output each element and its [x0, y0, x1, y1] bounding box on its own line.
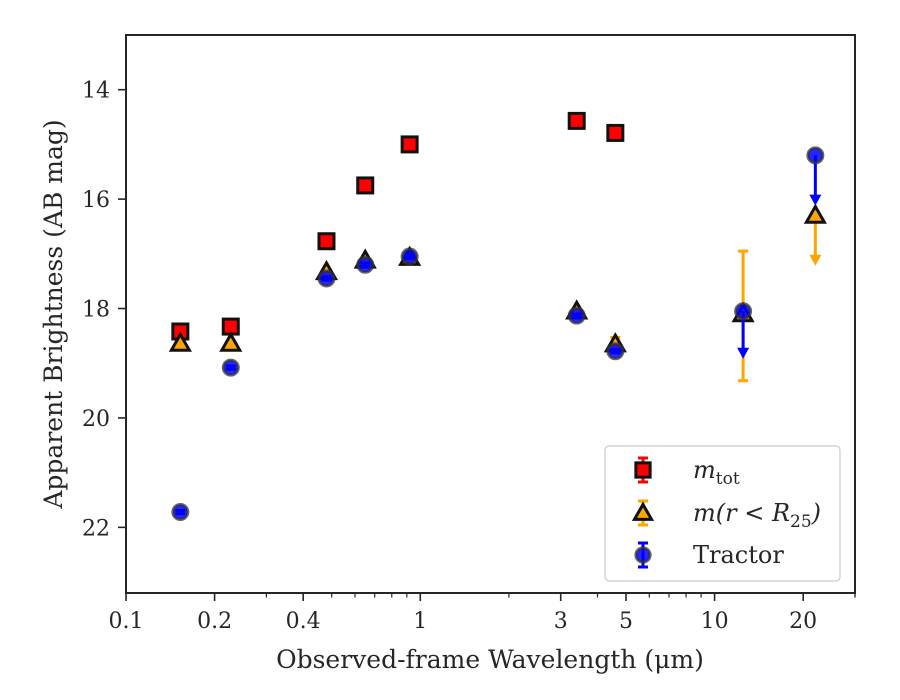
y-tick-label: 20: [82, 407, 110, 432]
circle-marker: [634, 546, 652, 564]
legend-entry: m(r < R25): [631, 499, 821, 532]
legend-entry: mtot: [634, 456, 740, 489]
square-marker: [606, 123, 625, 142]
data-point: [356, 176, 375, 195]
square-marker: [567, 111, 586, 130]
data-marks: [168, 111, 827, 522]
x-axis-title: Observed-frame Wavelength (μm): [276, 645, 704, 674]
x-tick-label: 0.2: [197, 609, 232, 634]
circle-marker: [806, 146, 825, 165]
plot-frame: [125, 34, 856, 594]
triangle-marker: [803, 203, 827, 224]
data-point: [567, 111, 586, 130]
upper-limit-arrow: [737, 347, 750, 359]
circle-marker: [171, 503, 190, 522]
upper-limit-arrow: [809, 194, 822, 206]
data-point: [219, 331, 243, 352]
legend-label: m(r < R25): [693, 499, 821, 532]
data-point: [806, 146, 825, 206]
circle-marker: [567, 306, 586, 325]
data-point: [734, 302, 753, 359]
data-point: [221, 358, 240, 377]
data-point: [317, 232, 336, 251]
legend-label: mtot: [693, 456, 740, 489]
y-tick-label: 14: [82, 79, 110, 104]
square-marker: [634, 461, 652, 479]
x-tick-label: 3: [554, 609, 568, 634]
series-triangle: [168, 203, 827, 383]
y-tick-label: 18: [82, 298, 110, 323]
triangle-marker: [219, 331, 243, 352]
data-point: [606, 342, 625, 361]
x-tick-label: 0.4: [286, 609, 321, 634]
legend-label: Tractor: [693, 541, 784, 569]
square-marker: [400, 135, 419, 154]
axis-ticks: 0.1 0.2 0.4 1 3 5 10 20 14 16 18 20 22: [82, 79, 856, 634]
series-square: [171, 111, 625, 341]
x-tick-label: 1: [413, 609, 427, 634]
data-point: [606, 123, 625, 142]
data-point: [567, 306, 586, 325]
data-point: [168, 331, 192, 352]
data-point: [400, 247, 419, 266]
x-tick-label: 20: [789, 609, 817, 634]
y-tick-label: 22: [82, 516, 110, 541]
circle-marker: [317, 269, 336, 288]
data-point: [400, 135, 419, 154]
legend-entry: Tractor: [634, 541, 784, 569]
legend: mtot m(r < R25) Tractor: [604, 445, 841, 582]
circle-marker: [356, 255, 375, 274]
circle-marker: [221, 358, 240, 377]
square-marker: [356, 176, 375, 195]
upper-limit-arrow: [809, 254, 822, 266]
legend-box: [604, 445, 841, 582]
series-circle: [171, 146, 825, 522]
data-point: [221, 317, 240, 336]
circle-marker: [606, 342, 625, 361]
y-axis-title: Apparent Brightness (AB mag): [39, 119, 68, 509]
triangle-marker: [631, 501, 655, 521]
data-point: [803, 203, 827, 266]
x-tick-label: 0.1: [109, 609, 144, 634]
y-tick-label: 16: [82, 188, 110, 213]
data-point: [171, 503, 190, 522]
data-point: [317, 269, 336, 288]
x-tick-label: 10: [701, 609, 729, 634]
data-point: [356, 255, 375, 274]
circle-marker: [734, 302, 753, 321]
square-marker: [317, 232, 336, 251]
circle-marker: [400, 247, 419, 266]
x-tick-label: 5: [619, 609, 633, 634]
triangle-marker: [168, 331, 192, 352]
